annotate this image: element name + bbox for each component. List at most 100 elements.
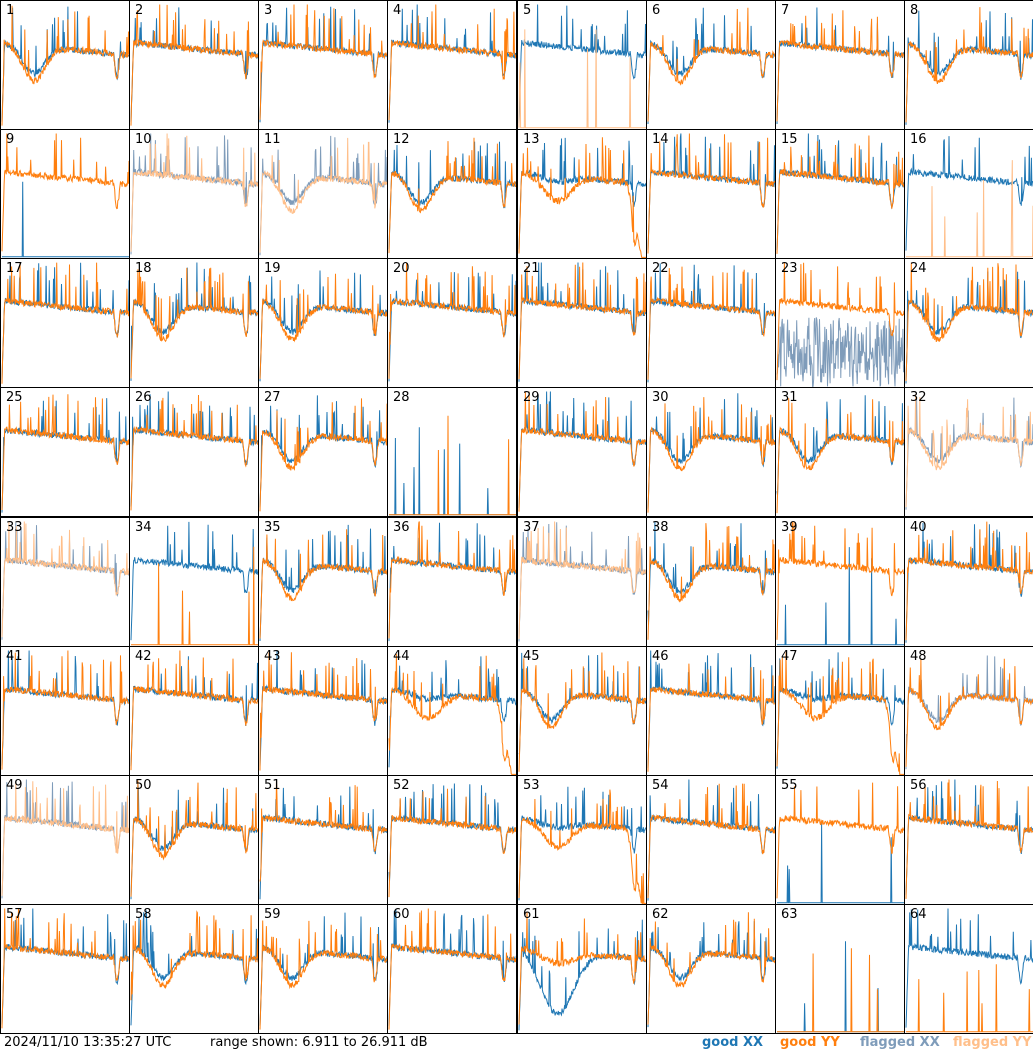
panel-label: 59 — [264, 907, 281, 922]
panel-plot — [647, 133, 775, 254]
panel-plot — [130, 650, 258, 771]
series-yy-good — [905, 262, 1033, 382]
series-yy-good — [647, 663, 775, 772]
series-xx-good — [905, 136, 1033, 251]
panel-39: 39 — [775, 517, 905, 647]
panel-label: 12 — [393, 132, 410, 147]
series-yy-good — [259, 273, 387, 379]
panel-41: 41 — [0, 646, 130, 776]
series-xx-good — [259, 912, 387, 1026]
panel-plot — [776, 782, 904, 904]
series-yy-good — [388, 908, 516, 1030]
panel-plot — [388, 521, 516, 642]
panel-label: 5 — [523, 3, 532, 18]
panel-plot — [259, 4, 387, 123]
panel-21: 21 — [517, 258, 647, 388]
series-yy-good — [518, 911, 646, 1025]
panel-label: 51 — [264, 778, 281, 793]
panel-38: 38 — [646, 517, 776, 647]
series-xx-good — [1, 908, 129, 1025]
series-yy-good — [905, 658, 1033, 767]
panel-2: 2 — [129, 0, 259, 130]
panel-plot — [776, 133, 904, 254]
panel-plot — [647, 650, 775, 772]
panel-plot — [388, 262, 516, 382]
panel-24: 24 — [904, 258, 1033, 388]
panel-52: 52 — [387, 775, 517, 905]
panel-plot — [259, 779, 387, 900]
panel-plot — [130, 133, 258, 255]
series-yy-good — [259, 652, 387, 771]
series-yy-good — [259, 779, 387, 882]
panel-plot — [647, 7, 775, 125]
panel-label: 49 — [6, 778, 23, 793]
panel-47: 47 — [775, 646, 905, 776]
series-xx-good — [388, 908, 516, 1026]
series-xx-good — [518, 652, 646, 755]
series-xx-good — [259, 650, 387, 767]
series-yy-good — [905, 7, 1033, 123]
series-yy-good — [905, 521, 1033, 641]
panel-plot — [518, 521, 646, 642]
series-xx-good — [776, 652, 904, 769]
panel-49: 49 — [0, 775, 130, 905]
panel-label: 62 — [652, 907, 669, 922]
panel-label: 41 — [6, 649, 23, 664]
series-xx-good — [518, 786, 646, 901]
panel-plot — [259, 270, 387, 382]
panel-plot — [518, 786, 646, 904]
series-xx-good — [2, 181, 129, 258]
series-xx-good — [259, 524, 387, 642]
series-yy-flagged — [518, 521, 646, 639]
panel-plot — [905, 262, 1033, 384]
panel-plot — [905, 7, 1033, 125]
panel-plot — [518, 4, 646, 129]
panel-55: 55 — [775, 775, 905, 905]
series-yy-good — [905, 779, 1033, 899]
panel-label: 8 — [910, 3, 919, 18]
panel-label: 33 — [6, 520, 23, 535]
series-xx-good — [905, 908, 1033, 1028]
legend-flagged-xx: flagged XX — [860, 1035, 940, 1050]
panel-label: 38 — [652, 520, 669, 535]
series-yy-good — [130, 650, 258, 771]
panel-plot — [130, 4, 258, 126]
panel-label: 35 — [264, 520, 281, 535]
panel-1: 1 — [0, 0, 130, 130]
panel-14: 14 — [646, 129, 776, 259]
panel-8: 8 — [904, 0, 1033, 130]
series-xx-good — [776, 7, 904, 125]
panel-plot — [905, 655, 1033, 770]
panel-label: 42 — [135, 649, 152, 664]
panel-label: 13 — [523, 132, 540, 147]
series-xx-good — [259, 395, 387, 508]
series-yy-flagged — [906, 160, 1033, 258]
series-yy-flagged — [1, 521, 129, 638]
series-xx-good — [647, 7, 775, 125]
series-yy-good — [647, 912, 775, 1025]
panel-27: 27 — [258, 387, 388, 517]
series-yy-good — [1, 262, 129, 384]
panel-60: 60 — [387, 904, 517, 1034]
series-xx-good — [647, 133, 775, 250]
panel-plot — [905, 779, 1033, 899]
series-xx-good — [130, 656, 258, 767]
panel-label: 24 — [910, 261, 927, 276]
panel-17: 17 — [0, 258, 130, 388]
panel-plot — [647, 912, 775, 1028]
panel-plot — [647, 521, 775, 640]
panel-plot — [776, 652, 904, 775]
series-yy-good — [259, 529, 387, 639]
panel-plot — [1, 394, 129, 513]
panel-19: 19 — [258, 258, 388, 388]
series-yy-good — [131, 546, 258, 646]
panel-label: 48 — [910, 649, 927, 664]
panel-label: 2 — [135, 3, 144, 18]
series-yy-good — [388, 262, 516, 379]
panel-15: 15 — [775, 129, 905, 259]
series-yy-flagged — [518, 29, 646, 129]
series-yy-good — [776, 398, 904, 514]
panel-18: 18 — [129, 258, 259, 388]
panel-58: 58 — [129, 904, 259, 1034]
series-yy-good — [130, 394, 258, 511]
